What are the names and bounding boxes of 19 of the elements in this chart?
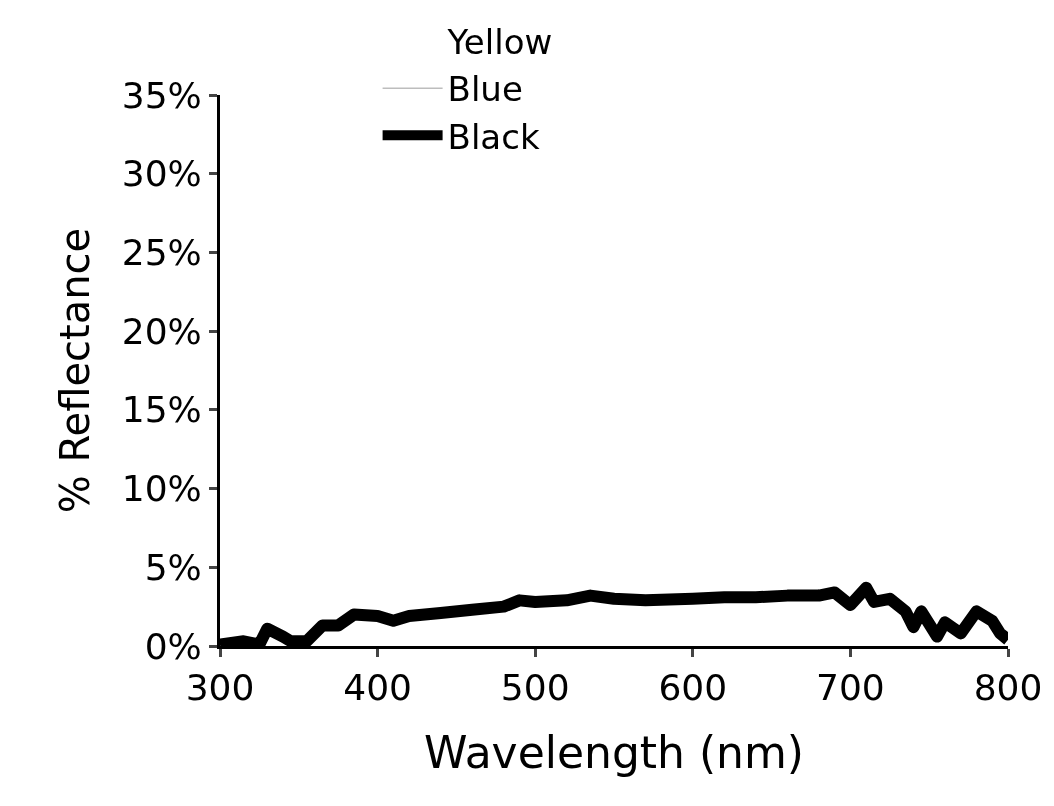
legend-label: Blue xyxy=(447,69,523,110)
y-tick-label: 10% xyxy=(121,468,202,510)
x-tick-label: 500 xyxy=(500,667,570,709)
y-axis-title: % Reflectance xyxy=(52,227,99,514)
x-tick-label: 700 xyxy=(816,667,885,709)
x-tick-label: 800 xyxy=(973,667,1043,709)
x-tick-label: 400 xyxy=(343,667,412,709)
y-tick-label: 30% xyxy=(121,153,202,195)
x-tick-label: 300 xyxy=(185,667,255,709)
x-axis-title: Wavelength (nm) xyxy=(423,726,805,778)
y-tick-label: 0% xyxy=(144,625,202,667)
text: Yellow xyxy=(446,22,553,63)
y-tick-label: 20% xyxy=(121,310,202,352)
y-tick-label: 5% xyxy=(144,546,202,588)
y-tick-label: 35% xyxy=(121,74,202,116)
y-tick-label: 25% xyxy=(121,232,202,274)
y-tick-label: 15% xyxy=(121,389,202,431)
x-tick-label: 600 xyxy=(658,667,728,709)
legend-label: Black xyxy=(447,116,540,157)
